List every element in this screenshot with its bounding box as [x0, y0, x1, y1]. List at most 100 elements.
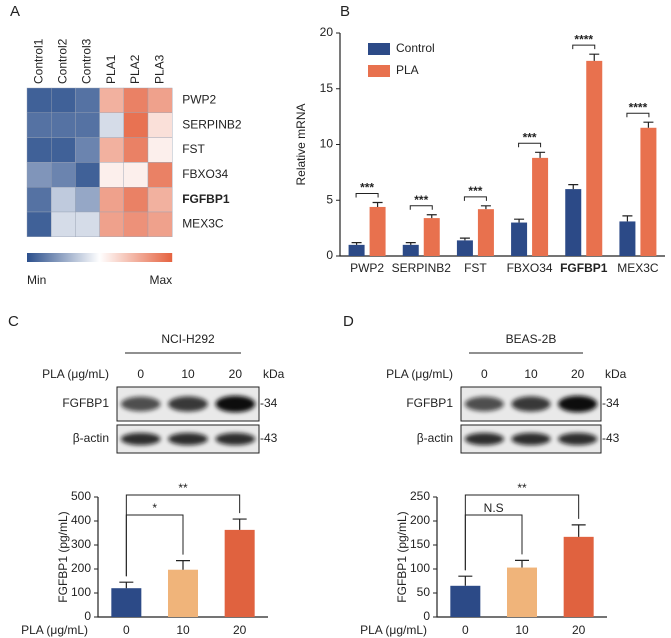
- x-tick-label: 0: [462, 623, 469, 637]
- blot-band: [120, 396, 161, 412]
- blot-title: NCI-H292: [161, 332, 215, 346]
- heatmap-cell: [147, 87, 173, 113]
- bar: [348, 244, 365, 256]
- heatmap-cell: [99, 112, 124, 138]
- y-tick-label: 15: [320, 81, 334, 95]
- legend-label: PLA: [396, 63, 419, 77]
- heatmap-cell: [75, 87, 100, 113]
- error-bar: [426, 214, 437, 219]
- comparison-bracket: [464, 494, 580, 571]
- heatmap-cell: [123, 162, 149, 188]
- bar: [402, 244, 419, 256]
- kda-marker: -43: [260, 431, 278, 445]
- error-bar: [643, 121, 654, 128]
- blot-band: [558, 395, 598, 413]
- protein-label: FGFBP1: [406, 396, 453, 410]
- y-tick-label: 20: [320, 25, 334, 39]
- heatmap-cell: [51, 211, 76, 237]
- heatmap-cell: [123, 186, 149, 213]
- heatmap-cell: [51, 162, 76, 188]
- row-label: PWP2: [182, 93, 216, 107]
- heatmap-cell: [99, 87, 124, 113]
- heatmap-cell: [123, 112, 149, 138]
- blot-title: BEAS-2B: [506, 332, 557, 346]
- heatmap-cell: [75, 186, 100, 213]
- bar: [619, 221, 636, 256]
- bar: [456, 240, 473, 256]
- comparison-label: **: [178, 481, 188, 495]
- significance-label: ***: [360, 181, 374, 195]
- blot-band: [215, 432, 256, 446]
- error-bar: [535, 151, 546, 158]
- comparison-bracket: [125, 514, 184, 577]
- bar: [532, 157, 549, 256]
- significance-bracket: [463, 196, 487, 201]
- column-label: PLA2: [128, 54, 142, 84]
- heatmap-cell: [99, 211, 124, 237]
- column-label: Control3: [80, 38, 94, 84]
- bar: [507, 567, 537, 617]
- blot-band: [168, 432, 208, 446]
- kda-marker: -34: [260, 396, 278, 410]
- row-label: FGFBP1: [182, 192, 230, 206]
- significance-label: ***: [414, 193, 428, 207]
- row-label: FBXO34: [182, 167, 228, 181]
- bar: [511, 222, 528, 256]
- x-tick-label: FST: [464, 261, 487, 275]
- panel-label: A: [10, 3, 20, 20]
- panel-label: B: [340, 3, 350, 20]
- error-bar: [459, 237, 470, 241]
- x-axis-label: PLA (μg/mL): [21, 623, 88, 637]
- heatmap-cell: [99, 137, 124, 163]
- dose: 0: [137, 367, 144, 381]
- y-tick-label: 200: [71, 561, 91, 575]
- x-tick-label: MEX3C: [617, 261, 659, 275]
- panel-label: C: [8, 313, 19, 330]
- y-tick-label: 10: [320, 137, 334, 151]
- heatmap-cell: [147, 137, 173, 163]
- bar: [369, 206, 386, 256]
- blot-band: [168, 396, 208, 412]
- y-tick-label: 300: [71, 537, 91, 551]
- bar: [640, 127, 657, 257]
- y-tick-label: 500: [71, 489, 91, 503]
- kda-marker: -34: [602, 396, 620, 410]
- protein-label: β-actin: [73, 431, 109, 445]
- heatmap-cell: [123, 211, 149, 237]
- error-bar: [232, 518, 247, 530]
- comparison-label: N.S: [484, 501, 504, 515]
- y-tick-label: 400: [71, 513, 91, 527]
- significance-bracket: [355, 192, 379, 198]
- bar: [586, 60, 603, 256]
- significance-label: ***: [468, 184, 482, 198]
- heatmap-cell: [26, 137, 52, 163]
- error-bar: [515, 559, 529, 568]
- significance-label: ****: [629, 100, 648, 114]
- heatmap-cell: [26, 112, 52, 138]
- x-tick-label: 10: [176, 623, 190, 637]
- blot-band: [215, 395, 256, 413]
- significance-label: ****: [574, 32, 593, 46]
- y-axis-label: FGFBP1 (pg/mL): [395, 511, 409, 602]
- heatmap-cell: [51, 137, 76, 163]
- y-tick-label: 0: [423, 609, 430, 623]
- error-bar: [176, 560, 190, 570]
- kda-label: kDa: [605, 367, 627, 381]
- y-tick-label: 100: [71, 585, 91, 599]
- legend-swatch: [368, 43, 390, 55]
- blot-band: [511, 432, 551, 446]
- bar: [224, 529, 255, 617]
- error-bar: [458, 575, 473, 586]
- error-bar: [571, 524, 586, 537]
- x-tick-label: 0: [123, 623, 130, 637]
- comparison-label: *: [152, 501, 157, 515]
- significance-bracket: [518, 142, 542, 148]
- column-label: Control2: [55, 38, 69, 84]
- blot-band: [120, 432, 161, 446]
- y-axis-label: Relative mRNA: [294, 103, 308, 185]
- dose-label: PLA (μg/mL): [42, 367, 109, 381]
- significance-bracket: [572, 44, 596, 50]
- blot-band: [464, 432, 504, 446]
- bar: [565, 189, 582, 256]
